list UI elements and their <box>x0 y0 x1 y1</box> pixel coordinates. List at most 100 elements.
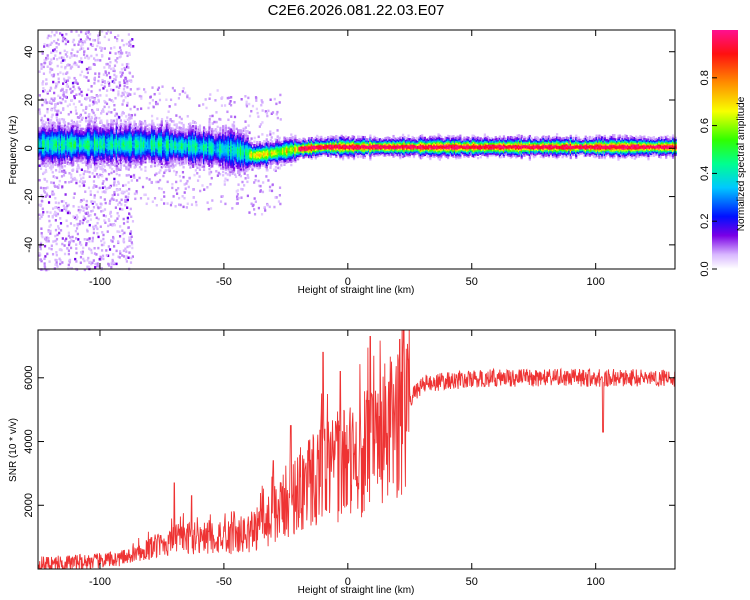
heatmap-cell <box>166 160 169 163</box>
heatmap-cell <box>38 152 41 155</box>
heatmap-cell <box>194 126 197 130</box>
heatmap-cell <box>90 262 93 266</box>
heatmap-cell <box>160 120 163 123</box>
heatmap-cell <box>89 126 93 130</box>
heatmap-cell <box>162 136 165 139</box>
heatmap-cell <box>66 142 69 145</box>
heatmap-cell <box>145 144 148 148</box>
heatmap-cell <box>65 129 68 132</box>
heatmap-cell <box>166 133 169 136</box>
heatmap-cell <box>166 123 169 126</box>
heatmap-cell <box>104 148 107 152</box>
heatmap-cell <box>235 202 239 205</box>
heatmap-cell <box>88 158 91 161</box>
heatmap-cell <box>58 140 61 143</box>
heatmap-cell <box>110 120 113 124</box>
heatmap-cell <box>100 128 103 131</box>
heatmap-cell <box>110 158 113 161</box>
heatmap-cell <box>103 158 106 161</box>
heatmap-cell <box>50 164 53 168</box>
heatmap-cell <box>104 143 107 147</box>
heatmap-cell <box>207 150 210 154</box>
heatmap-cell <box>75 243 78 246</box>
heatmap-cell <box>155 151 158 154</box>
heatmap-cell <box>43 244 47 248</box>
heatmap-cell <box>43 125 46 129</box>
heatmap-cell <box>70 141 73 144</box>
heatmap-cell <box>186 139 189 143</box>
heatmap-cell <box>50 166 53 169</box>
heatmap-cell <box>40 194 43 197</box>
heatmap-cell <box>143 88 146 91</box>
heatmap-cell <box>86 54 89 58</box>
heatmap-cell <box>240 98 243 101</box>
heatmap-cell <box>244 95 247 98</box>
heatmap-cell <box>120 203 123 206</box>
heatmap-cell <box>72 136 75 139</box>
heatmap-cell <box>200 136 203 140</box>
heatmap-cell <box>197 134 200 137</box>
heatmap-cell <box>47 44 50 48</box>
heatmap-cell <box>193 140 196 144</box>
heatmap-cell <box>119 146 122 149</box>
heatmap-cell <box>93 137 97 141</box>
heatmap-cell <box>74 154 78 157</box>
heatmap-cell <box>76 156 79 159</box>
heatmap-cell <box>89 140 93 143</box>
heatmap-cell <box>38 217 42 220</box>
heatmap-cell <box>96 190 99 194</box>
heatmap-cell <box>112 170 116 173</box>
heatmap-cell <box>194 169 197 172</box>
heatmap-cell <box>151 134 154 138</box>
heatmap-cell <box>78 146 82 149</box>
heatmap-cell <box>235 195 239 198</box>
heatmap-cell <box>209 140 212 143</box>
heatmap-cell <box>126 101 129 105</box>
heatmap-cell <box>74 135 78 139</box>
heatmap-cell <box>63 58 66 62</box>
heatmap-cell <box>95 145 98 148</box>
heatmap-cell <box>265 111 268 115</box>
heatmap-cell <box>200 143 203 146</box>
heatmap-cell <box>138 149 142 152</box>
heatmap-cell <box>190 160 193 163</box>
heatmap-cell <box>103 190 106 193</box>
heatmap-cell <box>101 186 105 190</box>
heatmap-cell <box>183 137 187 141</box>
heatmap-cell <box>55 214 58 217</box>
heatmap-cell <box>251 104 255 108</box>
heatmap-cell <box>222 128 225 131</box>
heatmap-cell <box>129 107 132 111</box>
heatmap-cell <box>85 160 88 163</box>
heatmap-cell <box>81 143 84 146</box>
heatmap-cell <box>114 36 117 39</box>
heatmap-cell <box>110 141 113 144</box>
heatmap-cell <box>130 215 133 218</box>
heatmap-cell <box>145 156 148 160</box>
heatmap-cell <box>129 130 132 133</box>
heatmap-cell <box>193 154 196 157</box>
heatmap-cell <box>50 125 53 129</box>
heatmap-cell <box>91 43 95 47</box>
heatmap-cell <box>121 150 124 154</box>
heatmap-cell <box>100 49 103 52</box>
heatmap-cell <box>41 235 44 239</box>
heatmap-cell <box>63 136 67 139</box>
heatmap-cell <box>134 165 137 168</box>
heatmap-cell <box>121 142 124 145</box>
heatmap-cell <box>57 201 60 205</box>
heatmap-cell <box>197 149 200 153</box>
heatmap-cell <box>87 30 90 34</box>
heatmap-cell <box>48 60 51 64</box>
heatmap-cell <box>159 153 162 157</box>
heatmap-cell <box>108 75 112 79</box>
heatmap-cell <box>177 139 180 142</box>
heatmap-cell <box>174 159 177 162</box>
heatmap-cell <box>82 246 85 250</box>
heatmap-cell <box>151 98 154 102</box>
heatmap-cell <box>147 151 150 154</box>
heatmap-cell <box>128 51 131 55</box>
heatmap-cell <box>193 173 196 177</box>
heatmap-cell <box>91 236 95 240</box>
heatmap-cell <box>72 138 75 141</box>
